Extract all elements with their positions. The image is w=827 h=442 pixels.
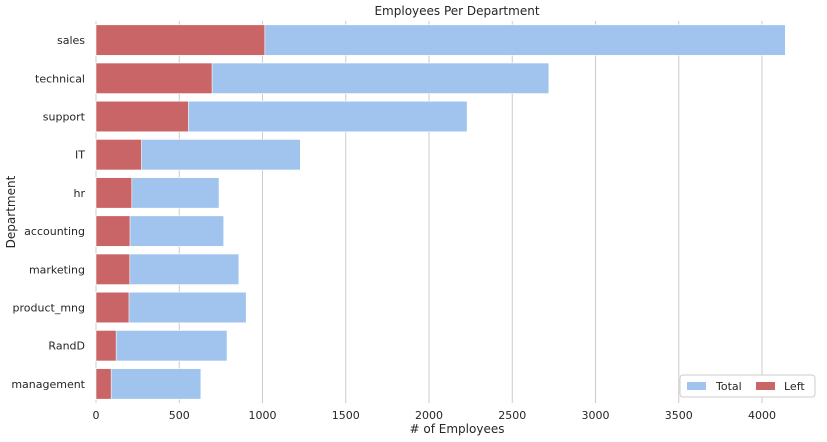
y-axis-tick-labels: sales technical support IT hr accounting marke… — [11, 34, 85, 391]
y-tick-IT: IT — [75, 149, 85, 162]
x-axis-tick-labels: 0 500 1000 1500 2000 2500 3000 3500 4000 — [93, 409, 777, 422]
legend-total-swatch — [687, 382, 706, 390]
y-tick-technical: technical — [35, 72, 85, 85]
bar-total-management — [95, 368, 202, 400]
bar-left-technical — [95, 62, 213, 94]
x-tick-500: 500 — [169, 409, 190, 422]
legend-left-label: Left — [784, 380, 805, 393]
bar-left-support — [95, 100, 189, 133]
bar-left-sales — [95, 24, 266, 56]
x-tick-2500: 2500 — [498, 409, 526, 422]
bar-left-IT — [95, 139, 142, 171]
legend-left-swatch — [756, 382, 775, 390]
y-tick-hr: hr — [74, 187, 86, 200]
left-series-bars — [95, 24, 266, 400]
bar-left-accounting — [95, 215, 131, 247]
y-tick-RandD: RandD — [48, 340, 85, 353]
x-tick-1500: 1500 — [332, 409, 360, 422]
x-tick-3500: 3500 — [665, 409, 693, 422]
y-tick-sales: sales — [57, 34, 85, 47]
x-tick-2000: 2000 — [415, 409, 443, 422]
x-tick-1000: 1000 — [249, 409, 277, 422]
x-tick-0: 0 — [93, 409, 100, 422]
bar-left-marketing — [95, 253, 131, 285]
bar-left-RandD — [95, 330, 117, 362]
y-tick-marketing: marketing — [29, 263, 85, 276]
chart-title: Employees Per Department — [374, 4, 539, 18]
y-tick-product_mng: product_mng — [13, 302, 85, 315]
y-axis-title: Department — [4, 175, 18, 248]
legend: Total Left — [679, 374, 816, 398]
bar-left-management — [95, 368, 112, 400]
y-tick-support: support — [43, 111, 86, 124]
legend-frame — [679, 374, 816, 398]
x-tick-3000: 3000 — [582, 409, 610, 422]
y-tick-accounting: accounting — [24, 225, 85, 238]
x-axis-title: # of Employees — [410, 422, 505, 436]
x-tick-4000: 4000 — [748, 409, 776, 422]
bar-left-hr — [95, 177, 133, 209]
legend-total-label: Total — [715, 380, 742, 393]
bar-left-product_mng — [95, 291, 130, 324]
y-tick-management: management — [11, 378, 85, 391]
